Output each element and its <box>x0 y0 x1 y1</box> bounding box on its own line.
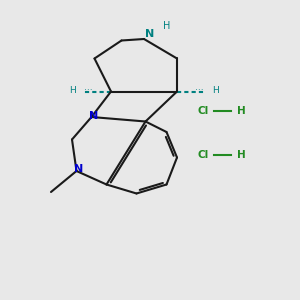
Text: N: N <box>89 110 98 121</box>
Text: ···: ··· <box>84 86 93 95</box>
Text: N: N <box>146 28 154 39</box>
Text: N: N <box>74 164 83 175</box>
Text: Cl: Cl <box>198 106 209 116</box>
Text: Cl: Cl <box>198 149 209 160</box>
Text: H: H <box>237 106 246 116</box>
Text: H: H <box>212 86 218 95</box>
Text: H: H <box>70 86 76 95</box>
Text: ···: ··· <box>195 86 204 95</box>
Text: H: H <box>237 149 246 160</box>
Text: H: H <box>163 21 170 32</box>
